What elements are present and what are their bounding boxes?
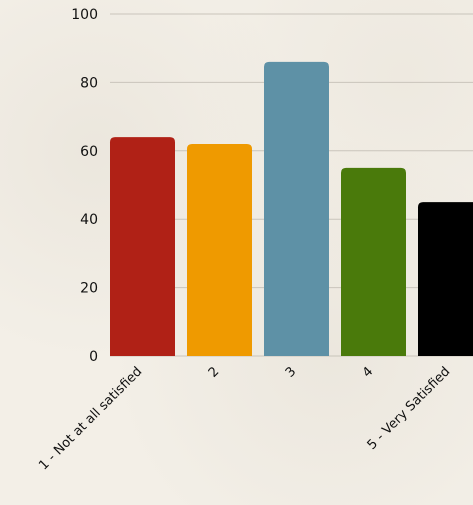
x-tick-label: 3 [283, 364, 299, 380]
x-tick-label: 1 - Not at all satisfied [36, 364, 145, 473]
y-tick-label: 20 [80, 281, 98, 297]
y-tick-label: 60 [80, 144, 98, 160]
x-tick-label: 2 [206, 364, 222, 380]
bar-2 [187, 143, 252, 356]
y-tick-label: 80 [80, 75, 98, 91]
x-tick-label: 5 - Very Satisfied [365, 364, 454, 453]
bar-4 [341, 167, 406, 356]
y-tick-label: 100 [71, 7, 98, 23]
y-axis: 0 20 40 60 80 100 [71, 7, 98, 365]
bar-1 [110, 137, 175, 356]
y-tick-label: 0 [89, 349, 98, 365]
bar-5 [418, 202, 473, 356]
y-tick-label: 40 [80, 212, 98, 228]
bar-3 [264, 61, 329, 356]
x-axis: 1 - Not at all satisfied 2 3 45 - Very Sati… [36, 364, 453, 473]
bars [110, 61, 473, 356]
x-tick-label: 4 [360, 364, 376, 380]
